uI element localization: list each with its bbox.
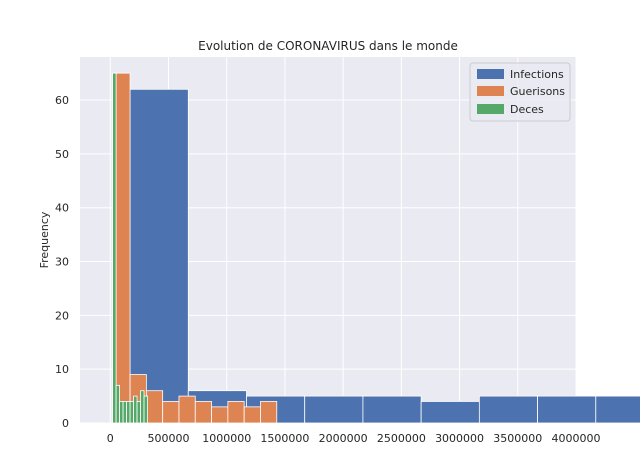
bar-guerisons <box>260 401 278 424</box>
x-tick-label: 1500000 <box>260 432 309 445</box>
bar-deces <box>126 401 131 424</box>
bar-deces <box>143 395 148 424</box>
bar-deces <box>112 72 117 424</box>
bar-infections <box>129 88 189 424</box>
legend-label-deces: Deces <box>510 103 544 116</box>
y-tick-label: 0 <box>62 417 69 430</box>
x-tick-label: 4000000 <box>552 432 601 445</box>
x-tick-label: 500000 <box>147 432 189 445</box>
bar-deces <box>129 401 134 424</box>
bar-deces <box>115 384 120 424</box>
chart-title: Evolution de CORONAVIRUS dans le monde <box>198 39 458 53</box>
legend-label-infections: Infections <box>510 68 564 81</box>
legend-swatch-deces <box>477 104 504 114</box>
bar-infections <box>478 395 538 424</box>
y-tick-label: 10 <box>55 363 69 376</box>
bar-deces <box>133 395 138 424</box>
bar-guerisons <box>227 401 245 424</box>
bar-guerisons <box>162 401 180 424</box>
histogram-bars <box>112 72 640 424</box>
bar-guerisons <box>194 401 212 424</box>
bar-deces <box>136 401 141 424</box>
bar-infections <box>537 395 597 424</box>
y-tick-label: 20 <box>55 309 69 322</box>
bar-infections <box>304 395 364 424</box>
x-tick-label: 1000000 <box>202 432 251 445</box>
bar-infections <box>595 395 640 424</box>
bar-infections <box>420 401 480 424</box>
bar-guerisons <box>145 390 164 424</box>
x-tick-label: 3000000 <box>435 432 484 445</box>
legend-swatch-guerisons <box>477 86 504 96</box>
y-axis-label: Frequency <box>38 211 51 268</box>
bar-deces <box>140 390 145 424</box>
y-axis-ticks: 0 10 20 30 40 50 60 <box>55 94 69 430</box>
x-tick-label: 0 <box>107 432 114 445</box>
y-tick-label: 60 <box>55 94 69 107</box>
bar-deces <box>119 401 124 424</box>
y-tick-label: 30 <box>55 256 69 269</box>
bar-deces <box>122 401 127 424</box>
x-tick-label: 2500000 <box>377 432 426 445</box>
y-tick-label: 40 <box>55 202 69 215</box>
bar-infections <box>362 395 422 424</box>
bar-guerisons <box>243 406 261 424</box>
legend-label-guerisons: Guerisons <box>510 85 565 98</box>
legend-swatch-infections <box>477 69 504 79</box>
x-tick-label: 3500000 <box>493 432 542 445</box>
bar-guerisons <box>178 395 196 424</box>
y-tick-label: 50 <box>55 148 69 161</box>
x-axis-ticks: 0 500000 1000000 1500000 2000000 2500000 30000… <box>107 432 601 445</box>
legend: Infections Guerisons Deces <box>469 62 571 122</box>
bar-guerisons <box>211 406 229 424</box>
x-tick-label: 2000000 <box>319 432 368 445</box>
